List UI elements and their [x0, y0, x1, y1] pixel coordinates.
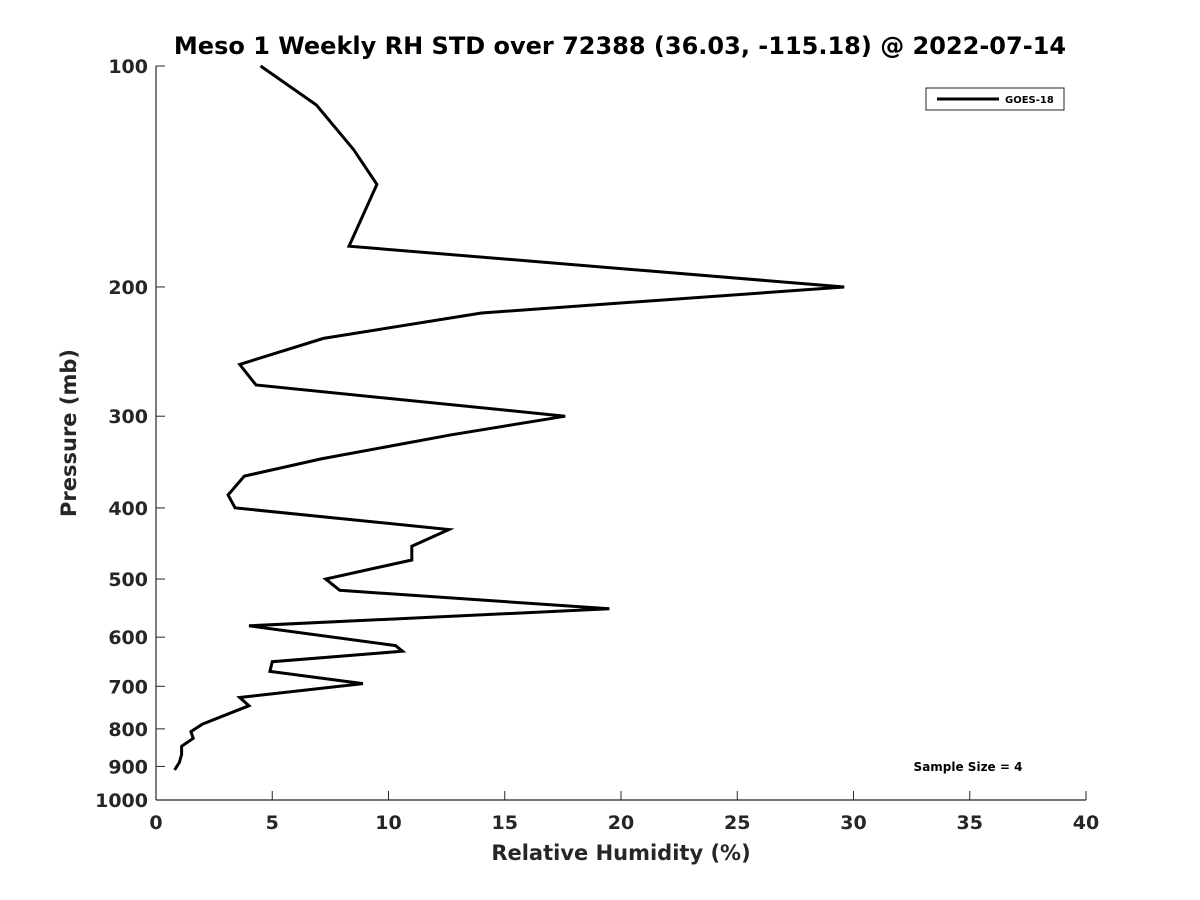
x-tick-label: 35: [957, 812, 983, 834]
legend: GOES-18: [925, 87, 1065, 111]
y-tick-label: 500: [108, 569, 148, 591]
x-tick-label: 10: [375, 812, 401, 834]
y-tick-label: 400: [108, 498, 148, 520]
chart-title: Meso 1 Weekly RH STD over 72388 (36.03, …: [174, 32, 1066, 60]
x-tick-label: 15: [492, 812, 518, 834]
y-ticks: 100 200 300 400 500 600 700 800 900 1000: [95, 56, 165, 812]
y-tick-label: 1000: [95, 790, 148, 812]
x-axis-label: Relative Humidity (%): [491, 841, 750, 865]
x-tick-label: 5: [266, 812, 279, 834]
y-tick-label: 100: [108, 56, 148, 78]
series-line-goes-18: [173, 64, 845, 771]
x-ticks: 0 5 10 15 20 25 30 35 40: [149, 791, 1099, 834]
x-tick-label: 25: [724, 812, 750, 834]
x-tick-label: 20: [608, 812, 634, 834]
y-tick-label: 900: [108, 756, 148, 778]
x-tick-label: 30: [840, 812, 866, 834]
y-tick-label: 800: [108, 719, 148, 741]
y-tick-label: 700: [108, 676, 148, 698]
x-tick-label: 40: [1073, 812, 1099, 834]
y-tick-label: 300: [108, 406, 148, 428]
sample-size-annotation: Sample Size = 4: [914, 760, 1023, 774]
y-axis-label: Pressure (mb): [57, 349, 81, 517]
legend-entry-goes-18: GOES-18: [1005, 95, 1054, 106]
plot-area: 0 5 10 15 20 25 30 35 40 100 200 300 400 500 600 700 80…: [95, 56, 1099, 834]
x-tick-label: 0: [149, 812, 162, 834]
y-tick-label: 200: [108, 277, 148, 299]
y-tick-label: 600: [108, 627, 148, 649]
